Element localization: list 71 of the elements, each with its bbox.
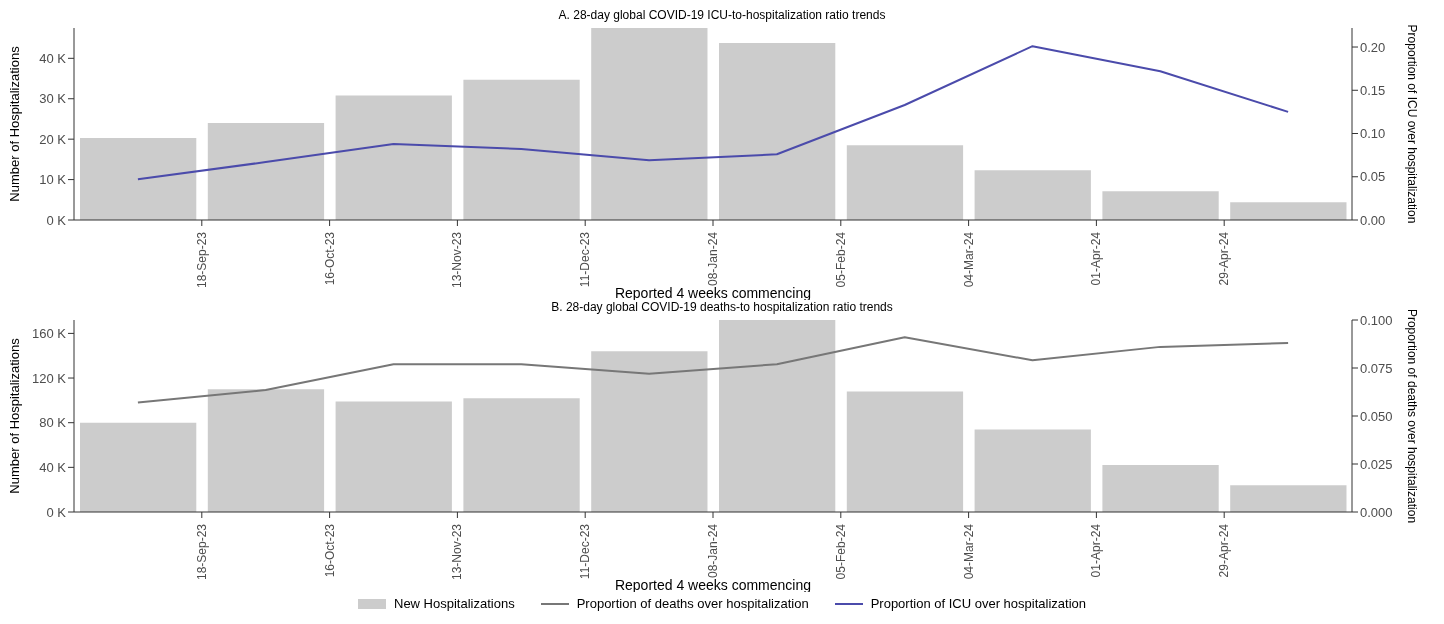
bar: [719, 42, 836, 220]
y2-tick-label: 0.100: [1360, 312, 1393, 328]
x-tick-label: 04-Mar-24: [961, 523, 976, 580]
y2-tick-label: 0.20: [1360, 39, 1386, 55]
y-tick-label: 160 K: [32, 326, 67, 342]
bar: [463, 79, 580, 220]
y-tick-label: 20 K: [39, 131, 67, 147]
y2-tick-label: 0.10: [1360, 126, 1386, 142]
legend-label: Proportion of deaths over hospitalization: [576, 596, 809, 611]
y2-tick-label: 0.050: [1360, 408, 1393, 424]
bar: [1230, 202, 1347, 220]
bar: [846, 145, 964, 220]
bar: [974, 429, 1091, 512]
y2-tick-label: 0.05: [1360, 169, 1386, 185]
y-tick-label: 80 K: [39, 415, 67, 431]
x-axis-title: Reported 4 weeks commencing: [614, 285, 812, 301]
line-series: [136, 336, 1290, 404]
bar: [1230, 485, 1347, 512]
y2-axis-title: Proportion of deaths over hospitalization: [1404, 308, 1419, 524]
bar: [974, 170, 1091, 220]
legend-label: Proportion of ICU over hospitalization: [870, 596, 1086, 611]
bar: [80, 422, 197, 512]
x-tick-label: 13-Nov-23: [450, 523, 465, 581]
bar: [207, 389, 325, 512]
y2-tick-label: 0.025: [1360, 456, 1393, 472]
x-tick-label: 01-Apr-24: [1089, 523, 1104, 578]
x-tick-label: 11-Dec-23: [578, 523, 593, 580]
bar: [1102, 191, 1219, 220]
bar: [335, 401, 452, 512]
y-tick-label: 10 K: [39, 172, 67, 188]
x-tick-label: 18-Sep-23: [194, 523, 209, 581]
bar: [846, 391, 964, 512]
bar: [335, 95, 452, 220]
x-tick-label: 16-Oct-23: [322, 231, 337, 286]
y2-tick-label: 0.00: [1360, 212, 1386, 228]
x-tick-label: 13-Nov-23: [450, 231, 465, 289]
bar: [719, 320, 836, 512]
x-tick-label: 29-Apr-24: [1217, 231, 1232, 286]
chart-title: B. 28-day global COVID-19 deaths-to hospitalization ratio trends: [551, 300, 893, 314]
y2-tick-label: 0.000: [1360, 504, 1393, 520]
bar: [463, 398, 580, 512]
x-tick-label: 08-Jan-24: [706, 523, 720, 579]
chart-title: A. 28-day global COVID-19 ICU-to-hospitalization ratio trends: [557, 8, 887, 22]
x-tick-label: 04-Mar-24: [961, 231, 976, 288]
y-axis-title: Number of Hospitalizations: [6, 45, 22, 202]
y-axis-title: Number of Hospitalizations: [6, 337, 22, 494]
bar: [80, 137, 197, 220]
bar: [591, 351, 708, 512]
line-series: [136, 45, 1290, 181]
x-tick-label: 08-Jan-24: [706, 231, 720, 287]
legend-label: New Hospitalizations: [394, 596, 515, 611]
bar: [591, 28, 708, 220]
x-tick-label: 01-Apr-24: [1089, 231, 1104, 286]
y-tick-label: 40 K: [39, 459, 67, 475]
y-tick-label: 120 K: [32, 370, 67, 386]
y2-tick-label: 0.075: [1360, 360, 1393, 376]
x-tick-label: 16-Oct-23: [322, 523, 337, 578]
y-tick-label: 0 K: [46, 504, 67, 520]
x-tick-label: 18-Sep-23: [194, 231, 209, 289]
y-tick-label: 30 K: [39, 91, 67, 107]
bar: [207, 122, 325, 220]
y-tick-label: 0 K: [46, 212, 67, 228]
x-tick-label: 05-Feb-24: [833, 523, 848, 580]
x-tick-label: 11-Dec-23: [578, 231, 593, 288]
y2-tick-label: 0.15: [1360, 82, 1386, 98]
x-axis-title: Reported 4 weeks commencing: [614, 577, 812, 593]
y2-axis-title: Proportion of ICU over hospitalization: [1404, 24, 1419, 224]
x-tick-label: 29-Apr-24: [1217, 523, 1232, 578]
x-tick-label: 05-Feb-24: [833, 231, 848, 288]
bar: [1102, 465, 1219, 512]
y-tick-label: 40 K: [39, 50, 67, 66]
